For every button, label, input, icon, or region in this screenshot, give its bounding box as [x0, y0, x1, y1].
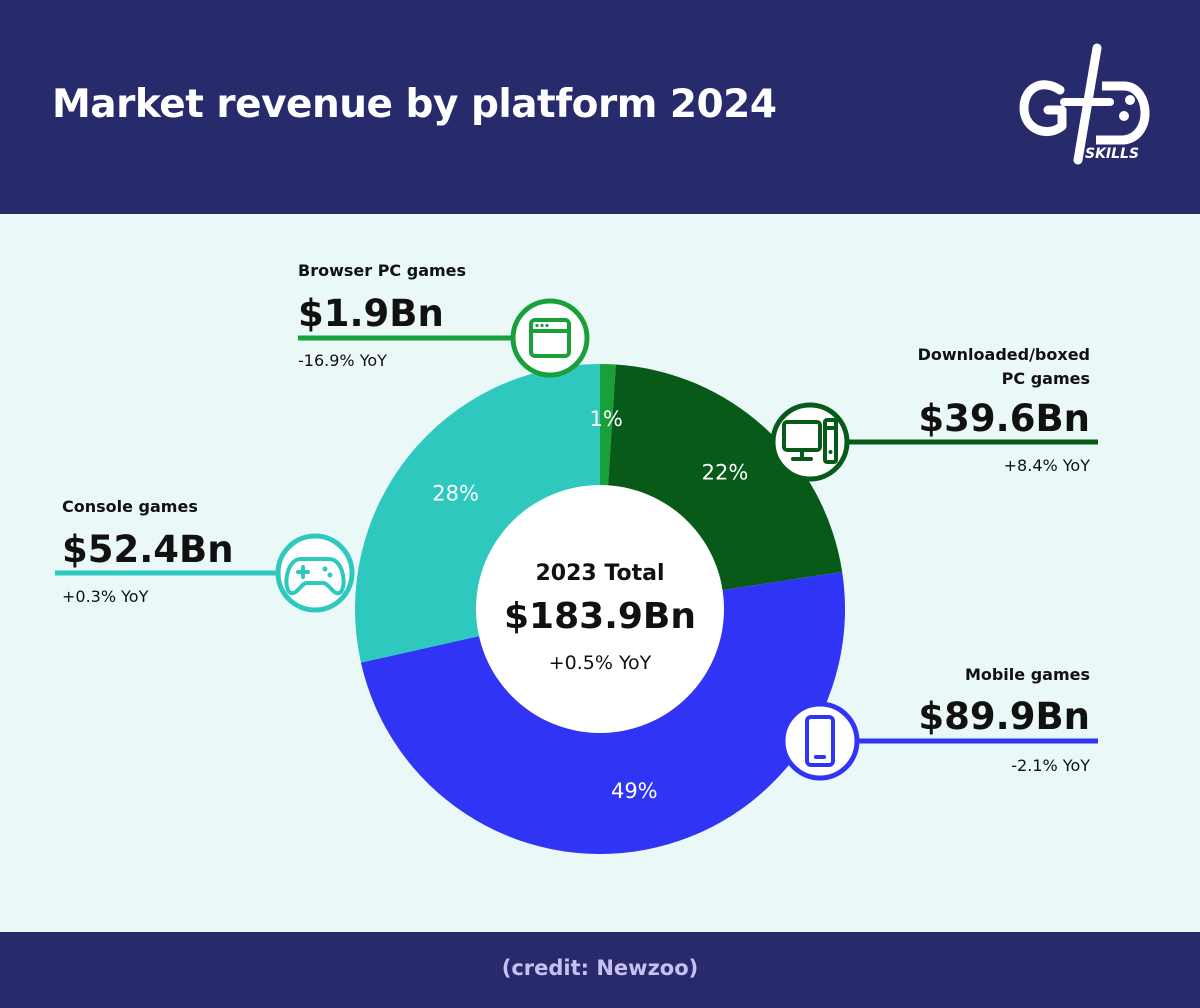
segment-value: $1.9Bn — [298, 292, 444, 335]
segment-value: $39.6Bn — [918, 397, 1090, 440]
logo-icon — [1019, 43, 1150, 165]
segment-yoy: -16.9% YoY — [298, 351, 387, 370]
header: Market revenue by platform 2024 SKILLS — [0, 0, 1200, 214]
segment-yoy: +0.3% YoY — [62, 587, 149, 606]
footer: (credit: Newzoo) — [0, 932, 1200, 1008]
segment-name: Downloaded/boxed — [918, 345, 1090, 364]
segment-yoy: -2.1% YoY — [1011, 756, 1090, 775]
desktop-computer-icon — [770, 402, 850, 482]
center-yoy: +0.5% YoY — [549, 652, 652, 674]
segment-value: $89.9Bn — [918, 695, 1090, 738]
segment-name: Mobile games — [965, 665, 1090, 684]
percent-label-mobile-games: 49% — [611, 779, 658, 803]
smartphone-icon — [780, 701, 860, 781]
gamepad-icon — [275, 533, 355, 613]
segment-yoy: +8.4% YoY — [1004, 456, 1091, 475]
callout-browser-pc-games: Browser PC games $1.9Bn -16.9% YoY — [298, 261, 590, 378]
percent-label-console-games: 28% — [432, 481, 479, 505]
segment-name: Browser PC games — [298, 261, 466, 280]
callout-mobile-games: Mobile games $89.9Bn -2.1% YoY — [780, 665, 1098, 781]
segment-value: $52.4Bn — [62, 528, 234, 571]
credit-text: (credit: Newzoo) — [501, 956, 699, 980]
chart-area: 1% 22% 49% 28% 2023 Total $183.9Bn +0.5% YoY Br… — [0, 214, 1200, 932]
callout-console-games: Console games $52.4Bn +0.3% YoY — [55, 497, 355, 613]
center-total-value: $183.9Bn — [504, 596, 696, 637]
percent-label-browser-pc-games: 1% — [590, 407, 623, 431]
donut-chart: 1% 22% 49% 28% 2023 Total $183.9Bn +0.5% YoY Br… — [55, 261, 1098, 855]
percent-label-downloaded-boxed-pc-games: 22% — [702, 461, 749, 485]
segment-name: Console games — [62, 497, 198, 516]
callout-downloaded-boxed-pc-games: Downloaded/boxed PC games $39.6Bn +8.4% YoY — [770, 345, 1098, 482]
page-title: Market revenue by platform 2024 — [52, 82, 777, 127]
segment-name: PC games — [1002, 369, 1090, 388]
donut-center — [476, 485, 724, 733]
logo-text: SKILLS — [1085, 146, 1140, 162]
center-title: 2023 Total — [536, 561, 665, 586]
browser-window-icon — [510, 298, 590, 378]
